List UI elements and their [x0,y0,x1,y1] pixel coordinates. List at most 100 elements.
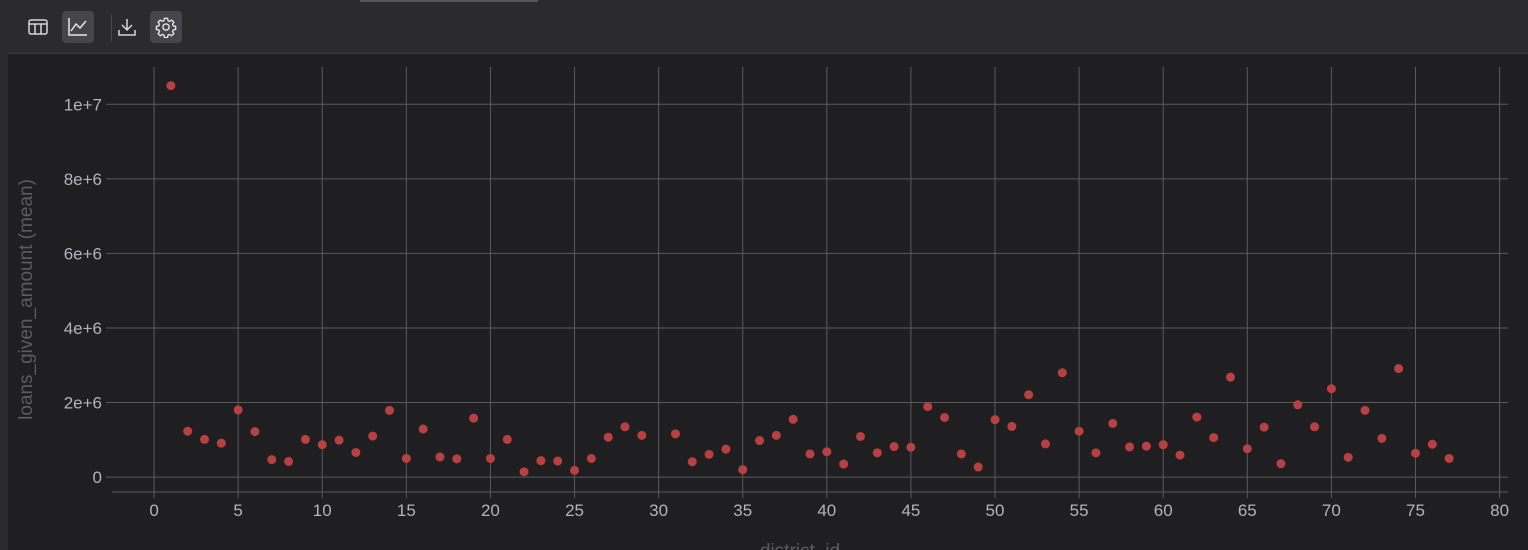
y-tick-label: 6e+6 [64,244,102,263]
data-point[interactable] [1040,439,1050,449]
data-point[interactable] [250,427,260,437]
data-point[interactable] [872,448,882,458]
chart-plot-area[interactable]: 0 5 10 15 20 25 30 35 40 45 50 55 60 65 70 75 80 0 2e+6 4e+… [8,55,1528,550]
data-point[interactable] [687,457,697,467]
data-point[interactable] [435,452,445,462]
y-tick-label: 0 [93,468,102,487]
chart-view-button[interactable] [62,11,94,43]
data-point[interactable] [1276,459,1286,469]
y-tick-label: 1e+7 [64,95,102,114]
data-points [166,81,1454,477]
data-point[interactable] [822,447,832,457]
data-point[interactable] [351,447,361,457]
data-point[interactable] [1192,412,1202,422]
data-point[interactable] [300,434,310,444]
download-button[interactable] [111,11,143,43]
x-tick-label: 35 [733,501,752,520]
data-point[interactable] [1326,384,1336,394]
y-tick-label: 8e+6 [64,170,102,189]
data-point[interactable] [805,449,815,459]
data-point[interactable] [267,455,277,465]
data-point[interactable] [1108,418,1118,428]
data-point[interactable] [620,422,630,432]
x-tick-label: 40 [817,501,836,520]
chart-toolbar [8,0,1528,54]
data-point[interactable] [216,438,226,448]
data-point[interactable] [1410,448,1420,458]
settings-button[interactable] [150,11,182,43]
data-point[interactable] [334,435,344,445]
x-tick-label: 60 [1154,501,1173,520]
data-point[interactable] [670,429,680,439]
data-point[interactable] [284,456,294,466]
data-point[interactable] [1360,405,1370,415]
data-point[interactable] [923,402,933,412]
data-point[interactable] [1024,390,1034,400]
data-point[interactable] [771,430,781,440]
data-point[interactable] [166,81,176,91]
data-point[interactable] [1007,421,1017,431]
y-axis-title: loans_given_amount (mean) [16,179,37,420]
data-point[interactable] [418,424,428,434]
data-point[interactable] [368,431,378,441]
data-point[interactable] [603,432,613,442]
data-point[interactable] [1377,433,1387,443]
data-point[interactable] [183,426,193,436]
data-point[interactable] [1091,448,1101,458]
x-tick-label: 10 [313,501,332,520]
data-point[interactable] [956,449,966,459]
data-point[interactable] [1444,453,1454,463]
data-point[interactable] [1125,442,1135,452]
data-point[interactable] [401,453,411,463]
data-point[interactable] [385,405,395,415]
data-point[interactable] [317,440,327,450]
axes [106,103,1508,498]
data-point[interactable] [1175,450,1185,460]
x-tick-label: 5 [233,501,242,520]
data-point[interactable] [990,415,1000,425]
data-point[interactable] [906,442,916,452]
data-point[interactable] [1293,400,1303,410]
gear-icon [155,17,177,38]
data-point[interactable] [570,465,580,475]
data-point[interactable] [1225,372,1235,382]
x-tick-label: 75 [1406,501,1425,520]
data-point[interactable] [940,412,950,422]
data-point[interactable] [637,430,647,440]
data-point[interactable] [1209,433,1219,443]
data-point[interactable] [485,453,495,463]
data-point[interactable] [1343,452,1353,462]
x-tick-label: 65 [1238,501,1257,520]
data-point[interactable] [469,413,479,423]
data-point[interactable] [755,436,765,446]
data-point[interactable] [233,405,243,415]
data-point[interactable] [1074,426,1084,436]
data-point[interactable] [1310,422,1320,432]
data-point[interactable] [738,465,748,475]
data-point[interactable] [1394,364,1404,374]
data-point[interactable] [889,442,899,452]
data-point[interactable] [1427,439,1437,449]
data-point[interactable] [502,434,512,444]
data-point[interactable] [704,449,714,459]
data-point[interactable] [1259,422,1269,432]
data-point[interactable] [553,456,563,466]
data-point[interactable] [1158,440,1168,450]
data-point[interactable] [788,414,798,424]
data-point[interactable] [855,431,865,441]
data-point[interactable] [452,454,462,464]
data-point[interactable] [839,459,849,469]
data-point[interactable] [721,444,731,454]
data-point[interactable] [586,453,596,463]
data-point[interactable] [973,462,983,472]
data-point[interactable] [200,434,210,444]
x-tick-label: 20 [481,501,500,520]
data-point[interactable] [1141,441,1151,451]
table-view-button[interactable] [22,11,54,43]
data-point[interactable] [536,456,546,466]
x-tick-label: 55 [1070,501,1089,520]
data-point[interactable] [1242,444,1252,454]
data-point[interactable] [519,467,529,477]
data-point[interactable] [1057,368,1067,378]
